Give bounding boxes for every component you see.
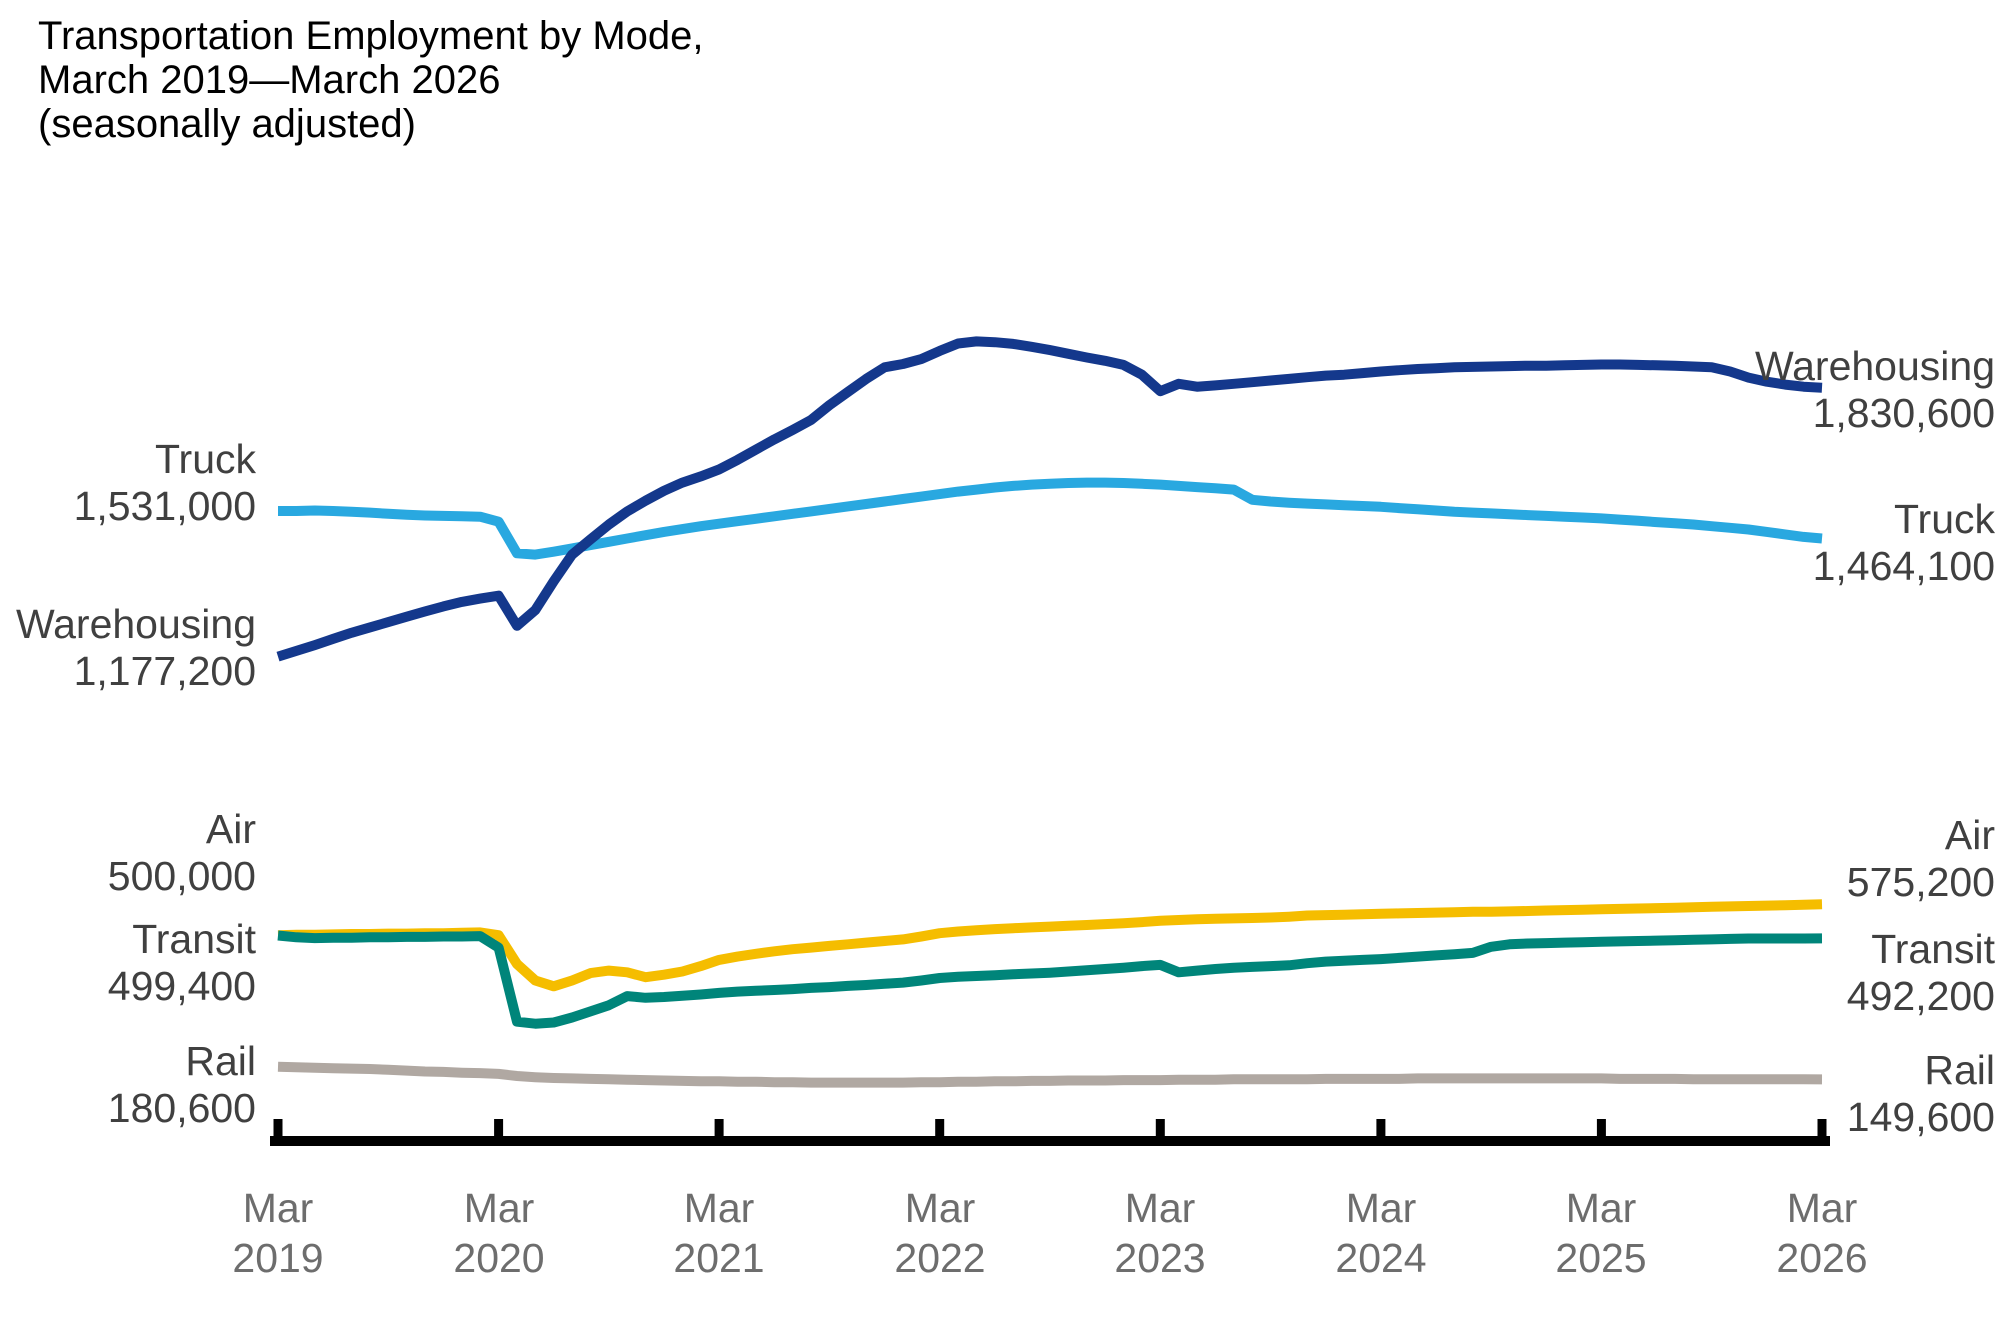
- line-truck: [278, 477, 1823, 560]
- series-value: 1,177,200: [73, 648, 256, 694]
- tick-year: 2020: [453, 1235, 545, 1281]
- series-value: 492,200: [1846, 973, 1995, 1019]
- rail-end-label: Rail 149,600: [1595, 1047, 1995, 1141]
- series-value: 1,531,000: [73, 483, 256, 529]
- x-tick-mar-2021: Mar 2021: [619, 1183, 819, 1283]
- series-name: Air: [1944, 812, 1995, 858]
- transit-end-label: Transit 492,200: [1595, 926, 1995, 1020]
- x-axis-tick-2019: [273, 1119, 283, 1146]
- x-axis-tick-2024: [1376, 1119, 1386, 1146]
- x-axis-tick-2022: [935, 1119, 945, 1146]
- series-name: Warehousing: [1754, 343, 1995, 389]
- x-axis-tick-2025: [1596, 1119, 1606, 1146]
- tick-year: 2019: [232, 1235, 324, 1281]
- x-tick-mar-2022: Mar 2022: [840, 1183, 1040, 1283]
- tick-year: 2025: [1555, 1235, 1647, 1281]
- truck-end-label: Truck 1,464,100: [1595, 496, 1995, 590]
- tick-year: 2026: [1776, 1235, 1868, 1281]
- series-name: Rail: [1924, 1047, 1995, 1093]
- line-rail: [277, 1061, 1823, 1088]
- series-value: 500,000: [107, 853, 256, 899]
- chart-title-line3: (seasonally adjusted): [38, 102, 416, 146]
- x-axis-line: [270, 1136, 1830, 1146]
- tick-year: 2023: [1114, 1235, 1206, 1281]
- series-value: 575,200: [1846, 859, 1995, 905]
- series-name: Air: [205, 806, 256, 852]
- air-start-label: Air 500,000: [0, 806, 256, 900]
- tick-year: 2024: [1335, 1235, 1427, 1281]
- x-tick-mar-2026: Mar 2026: [1722, 1183, 1922, 1283]
- transit-start-label: Transit 499,400: [0, 916, 256, 1010]
- series-value: 149,600: [1846, 1094, 1995, 1140]
- rail-start-label: Rail 180,600: [0, 1038, 256, 1132]
- line-air: [277, 899, 1823, 992]
- chart-title-line2: March 2019—March 2026: [38, 58, 501, 102]
- line-transit: [277, 930, 1823, 1029]
- line-warehousing: [276, 336, 1823, 662]
- x-axis-tick-2020: [494, 1119, 504, 1146]
- series-value: 1,830,600: [1812, 390, 1995, 436]
- x-tick-mar-2024: Mar 2024: [1281, 1183, 1481, 1283]
- tick-month: Mar: [1786, 1185, 1858, 1231]
- series-value: 180,600: [107, 1085, 256, 1131]
- x-tick-mar-2023: Mar 2023: [1060, 1183, 1260, 1283]
- warehousing-end-label: Warehousing 1,830,600: [1595, 343, 1995, 437]
- series-name: Truck: [155, 436, 256, 482]
- x-axis-tick-2021: [714, 1119, 724, 1146]
- tick-year: 2022: [894, 1235, 986, 1281]
- series-name: Transit: [1871, 926, 1995, 972]
- tick-year: 2021: [673, 1235, 765, 1281]
- x-tick-mar-2025: Mar 2025: [1501, 1183, 1701, 1283]
- x-tick-mar-2020: Mar 2020: [399, 1183, 599, 1283]
- truck-start-label: Truck 1,531,000: [0, 436, 256, 530]
- air-end-label: Air 575,200: [1595, 812, 1995, 906]
- series-name: Truck: [1894, 496, 1995, 542]
- tick-month: Mar: [1124, 1185, 1196, 1231]
- chart-title: Transportation Employment by Mode, March…: [38, 14, 704, 146]
- tick-month: Mar: [463, 1185, 535, 1231]
- series-value: 1,464,100: [1812, 543, 1995, 589]
- x-tick-mar-2019: Mar 2019: [178, 1183, 378, 1283]
- tick-month: Mar: [1565, 1185, 1637, 1231]
- series-name: Rail: [185, 1038, 256, 1084]
- tick-month: Mar: [683, 1185, 755, 1231]
- series-value: 499,400: [107, 963, 256, 1009]
- x-axis-tick-2023: [1155, 1119, 1165, 1146]
- tick-month: Mar: [242, 1185, 314, 1231]
- series-name: Warehousing: [15, 601, 256, 647]
- series-name: Transit: [132, 916, 256, 962]
- chart-title-line1: Transportation Employment by Mode,: [38, 14, 704, 58]
- warehousing-start-label: Warehousing 1,177,200: [0, 601, 256, 695]
- tick-month: Mar: [904, 1185, 976, 1231]
- x-axis-tick-2026: [1817, 1119, 1827, 1146]
- tick-month: Mar: [1345, 1185, 1417, 1231]
